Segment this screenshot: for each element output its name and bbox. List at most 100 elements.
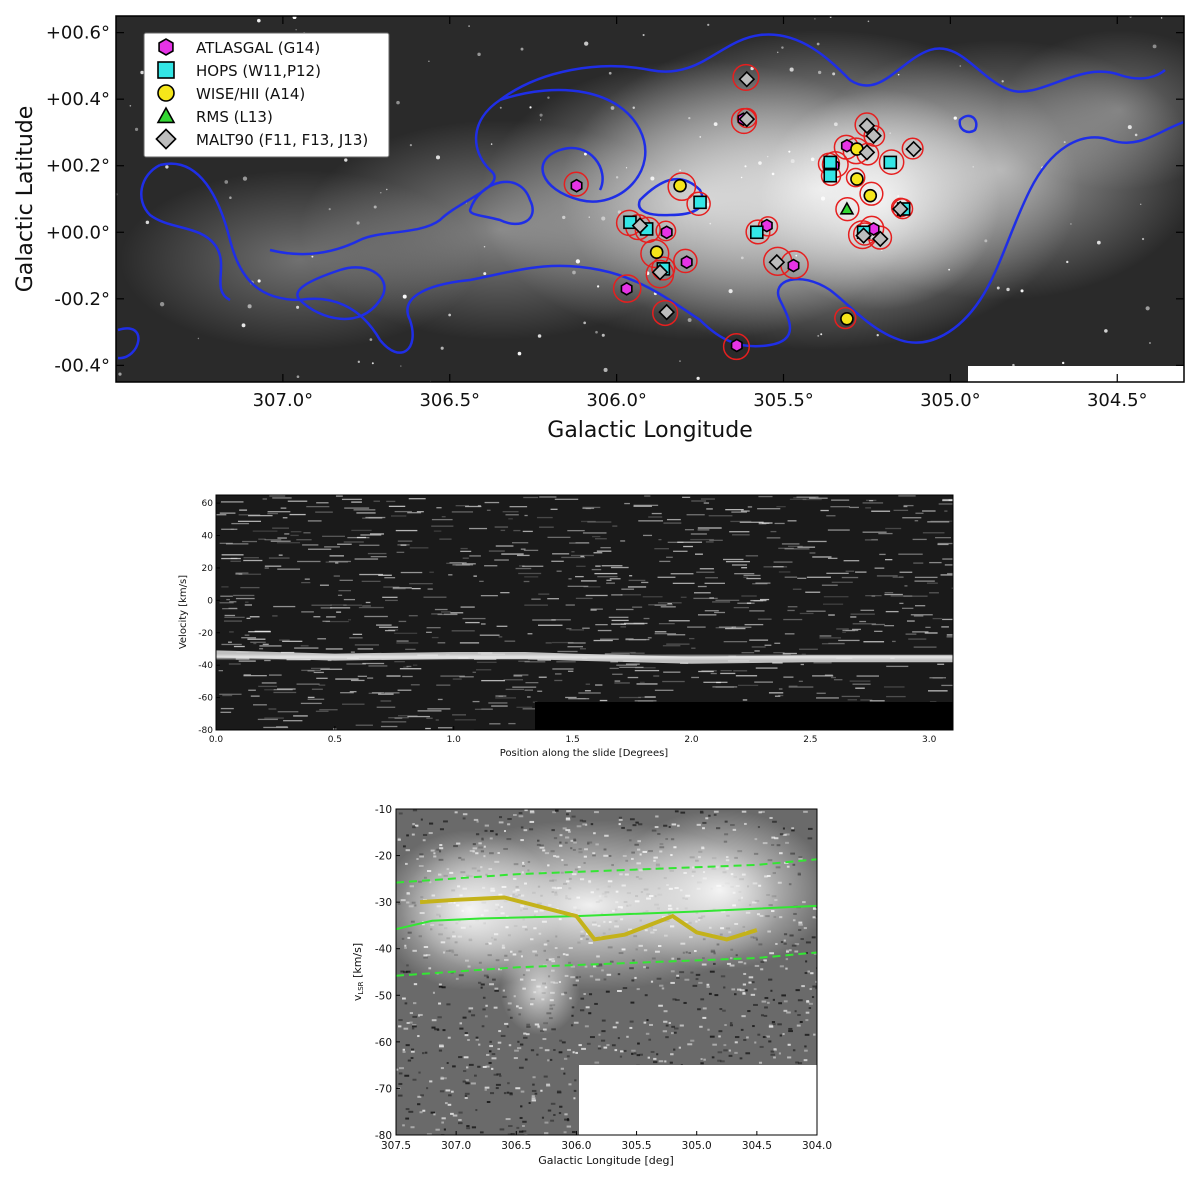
- legend-marker: [155, 128, 177, 150]
- noise-streak: [590, 609, 597, 611]
- noise-streak: [522, 530, 533, 533]
- y-tick-label: -30: [375, 897, 392, 909]
- map-y-axis-label: Galactic Latitude: [13, 106, 38, 293]
- noise-streak: [440, 675, 465, 677]
- noise-streak: [773, 566, 784, 568]
- star: [817, 334, 820, 337]
- noise-pixel: [553, 1048, 556, 1051]
- noise-streak: [320, 668, 343, 670]
- star: [477, 52, 481, 57]
- noise-streak: [855, 571, 867, 573]
- noise-streak: [531, 598, 541, 600]
- noise-pixel: [684, 978, 690, 981]
- noise-streak: [398, 620, 407, 623]
- noise-pixel: [597, 1045, 601, 1048]
- noise-pixel: [405, 970, 411, 973]
- noise-streak: [222, 608, 238, 610]
- pv-slice-panel: 0.0 0.5 1.0 1.5 2.0 2.5 3.0 6040200-20-40-60-8…: [178, 494, 954, 759]
- noise-streak: [796, 496, 819, 498]
- noise-streak: [431, 518, 453, 521]
- star: [118, 372, 122, 376]
- noise-pixel: [529, 820, 535, 823]
- noise-pixel: [411, 1027, 415, 1030]
- noise-streak: [774, 642, 781, 644]
- star: [296, 305, 300, 309]
- noise-streak: [220, 501, 244, 503]
- source-marker: [839, 201, 855, 215]
- star: [572, 270, 576, 275]
- noise-streak: [592, 535, 601, 538]
- noise-streak: [488, 550, 505, 552]
- noise-pixel: [398, 812, 403, 815]
- noise-streak: [580, 520, 596, 523]
- noise-pixel: [458, 1111, 463, 1114]
- noise-streak: [296, 683, 320, 685]
- pv-x-axis-label: Position along the slide [Degrees]: [500, 748, 669, 759]
- noise-pixel: [443, 1128, 446, 1131]
- noise-streak: [599, 699, 608, 702]
- noise-streak: [946, 636, 953, 638]
- noise-streak: [947, 572, 953, 575]
- red-contours: [563, 63, 924, 361]
- noise-pixel: [680, 811, 686, 814]
- noise-streak: [937, 543, 949, 546]
- noise-streak: [337, 594, 343, 596]
- noise-streak: [443, 613, 458, 615]
- noise-streak: [620, 623, 645, 625]
- star: [713, 122, 718, 127]
- noise-pixel: [547, 1109, 552, 1112]
- y-tick-label: 20: [202, 564, 214, 574]
- noise-pixel: [402, 1050, 406, 1053]
- noise-pixel: [702, 1016, 707, 1019]
- red-contour-ring: [652, 299, 679, 327]
- noise-pixel: [617, 990, 622, 993]
- x-tick-label: 0.5: [328, 735, 342, 745]
- noise-streak: [221, 557, 241, 560]
- noise-streak: [335, 678, 359, 680]
- noise-streak: [320, 607, 332, 609]
- star: [583, 152, 587, 156]
- noise-streak: [480, 623, 486, 625]
- noise-pixel: [603, 1046, 608, 1049]
- y-tick-label: -20: [375, 851, 392, 863]
- noise-pixel: [495, 1083, 501, 1086]
- noise-streak: [787, 609, 795, 612]
- noise-pixel: [768, 978, 773, 981]
- noise-streak: [349, 691, 357, 693]
- noise-pixel: [546, 1084, 551, 1087]
- noise-pixel: [813, 952, 817, 955]
- noise-streak: [662, 645, 681, 647]
- noise-streak: [524, 604, 548, 606]
- noise-streak: [627, 586, 647, 588]
- noise-streak: [942, 498, 953, 501]
- red-contour-ring: [640, 238, 670, 269]
- x-tick-label: 2.0: [684, 735, 699, 745]
- noise-streak: [301, 611, 314, 613]
- noise-streak: [538, 676, 547, 678]
- noise-pixel: [493, 1006, 498, 1009]
- noise-streak: [437, 698, 443, 701]
- noise-streak: [335, 562, 339, 564]
- star: [833, 122, 838, 127]
- noise-pixel: [558, 1112, 562, 1115]
- lv-lines: [396, 858, 817, 977]
- noise-streak: [392, 588, 406, 590]
- noise-streak: [545, 642, 552, 644]
- noise-streak: [423, 596, 447, 598]
- noise-streak: [229, 631, 234, 633]
- noise-streak: [364, 615, 388, 618]
- noise-pixel: [522, 1124, 525, 1127]
- noise-pixel: [734, 1051, 738, 1054]
- x-tick-label: 1.5: [565, 735, 579, 745]
- y-tick-label: -70: [375, 1083, 392, 1095]
- noise-pixel: [668, 1022, 671, 1025]
- noise-pixel: [536, 1053, 539, 1056]
- noise-pixel: [796, 1024, 801, 1027]
- noise-streak: [218, 669, 224, 672]
- noise-streak: [601, 565, 623, 567]
- noise-streak: [409, 583, 433, 585]
- noise-streak: [879, 553, 886, 556]
- noise-streak: [539, 496, 557, 498]
- noise-streak: [289, 513, 306, 516]
- noise-streak: [743, 576, 749, 578]
